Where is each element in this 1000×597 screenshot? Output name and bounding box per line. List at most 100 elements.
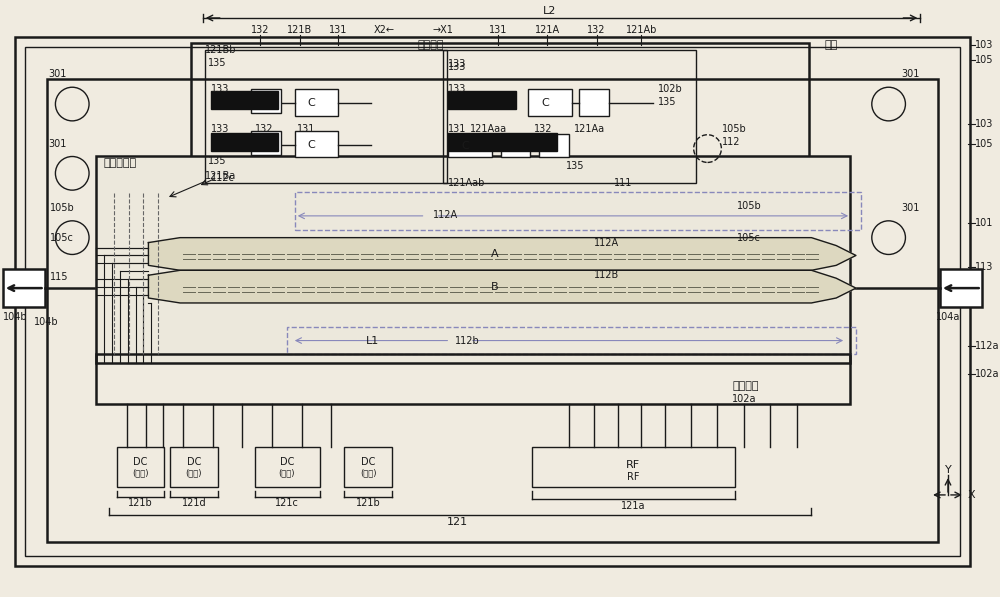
Text: 112B: 112B: [594, 270, 619, 280]
Text: A: A: [491, 250, 499, 260]
Text: 102b: 102b: [658, 84, 683, 94]
Bar: [448, 134, 492, 158]
Bar: [287, 327, 856, 355]
Text: 112A: 112A: [433, 210, 458, 220]
Bar: [295, 192, 861, 230]
Bar: [117, 447, 164, 487]
Text: 104b: 104b: [34, 317, 58, 327]
Text: 载体: 载体: [825, 39, 838, 50]
Text: 121b: 121b: [128, 498, 153, 508]
Text: 135: 135: [208, 156, 226, 167]
Bar: [191, 43, 809, 193]
Text: (偏置): (偏置): [360, 469, 376, 478]
Polygon shape: [148, 270, 856, 303]
Bar: [170, 447, 218, 487]
Text: 131: 131: [297, 124, 315, 134]
Text: DC: DC: [187, 457, 201, 467]
Text: 301: 301: [901, 203, 920, 213]
Bar: [47, 79, 938, 543]
Text: C: C: [541, 98, 549, 108]
Bar: [539, 134, 569, 158]
Text: 121B: 121B: [287, 25, 312, 35]
Bar: [251, 131, 281, 155]
Bar: [295, 89, 338, 116]
Text: 131: 131: [329, 25, 348, 35]
Text: 121d: 121d: [182, 498, 206, 508]
Text: 105b: 105b: [49, 203, 74, 213]
Text: 301: 301: [901, 69, 920, 79]
Text: 103: 103: [975, 119, 993, 129]
Text: 终端基板: 终端基板: [417, 39, 444, 50]
Text: (相位): (相位): [279, 469, 295, 478]
Text: (相位): (相位): [186, 469, 202, 478]
Text: 111: 111: [614, 179, 632, 188]
Text: 112c: 112c: [211, 173, 235, 183]
Text: 115: 115: [49, 272, 68, 282]
Text: 112A: 112A: [594, 238, 619, 248]
Text: 105: 105: [975, 54, 993, 64]
Text: 121Ba: 121Ba: [205, 171, 236, 181]
Text: 135: 135: [566, 161, 585, 171]
Text: →X1: →X1: [433, 25, 454, 35]
Bar: [96, 155, 850, 364]
Text: 121b: 121b: [356, 498, 380, 508]
Bar: [15, 37, 970, 566]
Bar: [448, 133, 557, 150]
Text: 121Aab: 121Aab: [448, 179, 486, 188]
Text: DC: DC: [280, 457, 294, 467]
Bar: [3, 269, 45, 307]
Text: C: C: [461, 141, 469, 150]
Bar: [211, 91, 278, 109]
Text: 112: 112: [722, 137, 741, 147]
Text: 101: 101: [975, 218, 993, 228]
Text: B: B: [491, 282, 499, 292]
Text: 133: 133: [448, 84, 467, 94]
Text: 102a: 102a: [732, 394, 757, 404]
Text: 105: 105: [975, 139, 993, 149]
Text: 105c: 105c: [737, 233, 761, 242]
Bar: [25, 47, 960, 556]
Bar: [940, 269, 982, 307]
Text: L1: L1: [366, 336, 379, 346]
Text: DC: DC: [133, 457, 148, 467]
Bar: [579, 89, 609, 116]
Bar: [528, 89, 572, 116]
Text: 132: 132: [251, 25, 270, 35]
Bar: [205, 50, 447, 183]
Text: 131: 131: [489, 25, 507, 35]
Text: 135: 135: [658, 97, 677, 107]
Bar: [96, 355, 850, 404]
Text: 133: 133: [211, 124, 229, 134]
Text: 133: 133: [448, 63, 467, 72]
Text: C: C: [308, 140, 316, 150]
Text: 301: 301: [48, 69, 67, 79]
Text: 132: 132: [534, 124, 553, 134]
Text: 105c: 105c: [49, 233, 73, 242]
Text: 133: 133: [211, 84, 229, 94]
Text: 132: 132: [587, 25, 606, 35]
Text: RF: RF: [626, 460, 640, 470]
Polygon shape: [148, 238, 856, 270]
Bar: [211, 133, 278, 150]
Bar: [448, 91, 516, 109]
Text: 112a: 112a: [975, 341, 999, 352]
Text: 121Aa: 121Aa: [574, 124, 605, 134]
Text: 121c: 121c: [275, 498, 299, 508]
Text: X2←: X2←: [373, 25, 394, 35]
Text: DC: DC: [361, 457, 375, 467]
Text: 调制器芯片: 调制器芯片: [104, 158, 137, 168]
Text: 113: 113: [975, 262, 993, 272]
Text: 131: 131: [448, 124, 467, 134]
Text: Y: Y: [945, 465, 951, 475]
Text: 121Ab: 121Ab: [626, 25, 657, 35]
Text: C: C: [308, 98, 316, 108]
Text: RF: RF: [627, 472, 640, 482]
Bar: [295, 131, 338, 158]
Text: 112b: 112b: [455, 336, 480, 346]
Bar: [251, 89, 281, 113]
Bar: [443, 50, 696, 183]
Bar: [255, 447, 320, 487]
Text: 121A: 121A: [535, 25, 560, 35]
Text: 121: 121: [447, 516, 468, 527]
Text: 121Aaa: 121Aaa: [470, 124, 507, 134]
